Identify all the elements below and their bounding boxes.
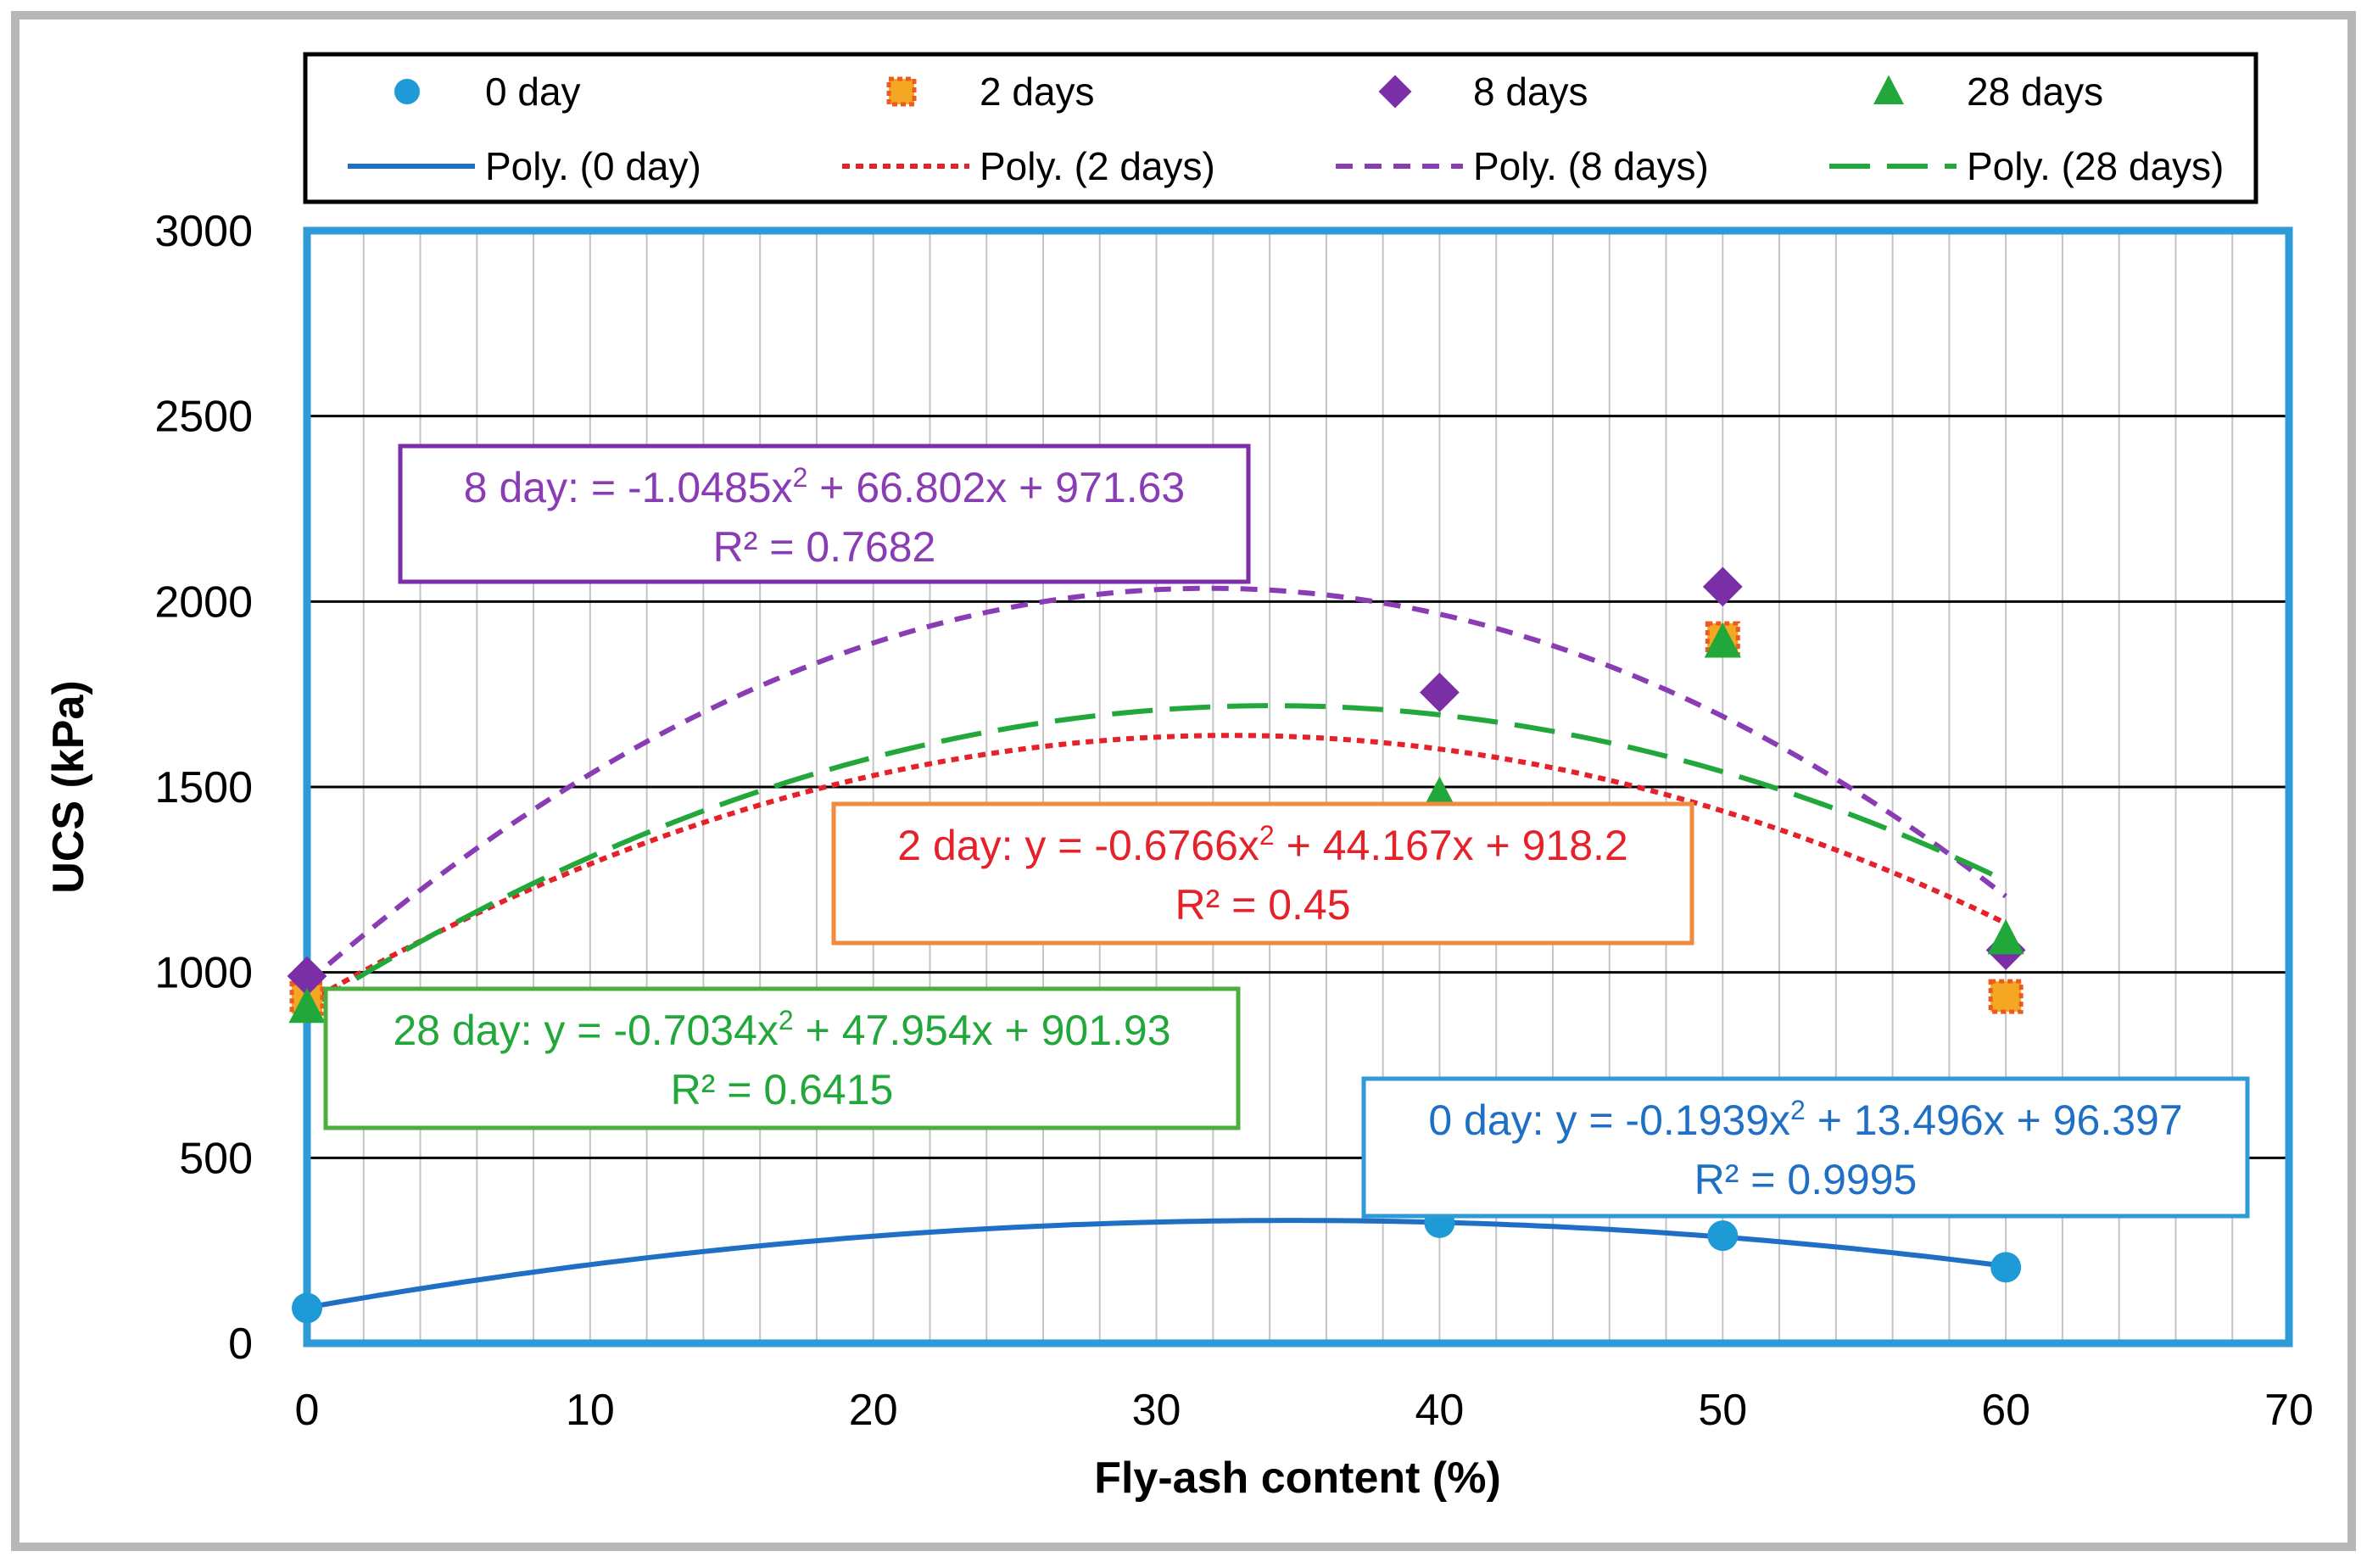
equation-r2-2: R² = 0.7682 [713, 523, 936, 571]
equation-r2-1: R² = 0.45 [1175, 881, 1350, 929]
y-tick-label-2500: 2500 [154, 393, 253, 442]
data-point-3-3 [1987, 918, 2024, 955]
legend-marker-1 [886, 76, 917, 107]
plot-border [303, 226, 2293, 1348]
grid-layer [307, 231, 2289, 1343]
legend-label-1: 2 days [980, 70, 1095, 114]
legend-trend-label-3: Poly. (28 days) [1967, 144, 2224, 188]
y-tick-label-500: 500 [179, 1134, 253, 1183]
y-axis-title: UCS (kPa) [44, 680, 93, 893]
legend-label-2: 8 days [1473, 70, 1588, 114]
equation-box-3 [323, 986, 1241, 1130]
equation-text-2: 8 day: = -1.0485x2 + 66.802x + 971.63 [464, 462, 1185, 511]
y-tick-label-3000: 3000 [154, 207, 253, 256]
equation-box-1 [831, 801, 1694, 946]
equation-text-3: 28 day: y = -0.7034x2 + 47.954x + 901.93 [393, 1005, 1170, 1054]
data-point-3-2 [1704, 622, 1741, 658]
x-tick-label-50: 50 [1698, 1386, 1747, 1435]
equation-r2-3: R² = 0.6415 [671, 1066, 894, 1113]
x-tick-label-60: 60 [1981, 1386, 2030, 1435]
y-tick-label-0: 0 [228, 1320, 253, 1369]
data-point-0-3 [1990, 1252, 2022, 1283]
tick-label-layer: 0 10 20 30 40 50 60 70 0 500 1000 1500 2000 2500 3000 [154, 207, 2314, 1435]
data-point-3-0 [288, 987, 326, 1024]
x-tick-label-70: 70 [2264, 1386, 2314, 1435]
trendline-2 [305, 585, 2007, 985]
x-tick-label-30: 30 [1132, 1386, 1181, 1435]
legend-trend-label-2: Poly. (8 days) [1473, 144, 1709, 188]
legend-trend-label-1: Poly. (2 days) [980, 144, 1215, 188]
y-tick-label-1500: 1500 [154, 763, 253, 812]
y-tick-label-1000: 1000 [154, 949, 253, 998]
data-point-0-0 [292, 1292, 322, 1324]
data-point-2-1 [1420, 672, 1460, 712]
legend: 0 day Poly. (0 day) 2 days Poly. (2 days) 8 … [348, 70, 2224, 188]
equation-boxes: 0 day: y = -0.1939x2 + 13.496x + 96.397 R… [323, 444, 2250, 1219]
y-tick-label-2000: 2000 [154, 578, 253, 627]
data-point-1-2 [1988, 979, 2024, 1014]
legend-label-0: 0 day [485, 70, 581, 114]
equation-text-1: 2 day: y = -0.6766x2 + 44.167x + 918.2 [897, 820, 1628, 869]
x-axis-title: Fly-ash content (%) [1094, 1454, 1501, 1503]
trendline-3 [305, 703, 2007, 1012]
legend-marker-2 [1378, 75, 1412, 109]
x-tick-label-40: 40 [1415, 1386, 1465, 1435]
legend-box [303, 52, 2258, 204]
equation-r2-0: R² = 0.9995 [1694, 1156, 1918, 1203]
trendline-1 [305, 733, 2007, 1006]
data-point-2-2 [1702, 566, 1743, 607]
equation-text-0: 0 day: y = -0.1939x2 + 13.496x + 96.397 [1428, 1095, 2182, 1144]
x-tick-label-10: 10 [566, 1386, 615, 1435]
data-point-2-0 [287, 956, 327, 996]
legend-marker-3 [1873, 75, 1904, 104]
x-tick-label-20: 20 [849, 1386, 898, 1435]
legend-label-3: 28 days [1967, 70, 2103, 114]
legend-trend-label-0: Poly. (0 day) [485, 144, 701, 188]
equation-box-0 [1361, 1076, 2250, 1219]
x-tick-label-0: 0 [295, 1386, 320, 1435]
equation-box-2 [398, 444, 1251, 584]
legend-marker-0 [394, 79, 420, 104]
data-point-0-2 [1707, 1220, 1739, 1252]
